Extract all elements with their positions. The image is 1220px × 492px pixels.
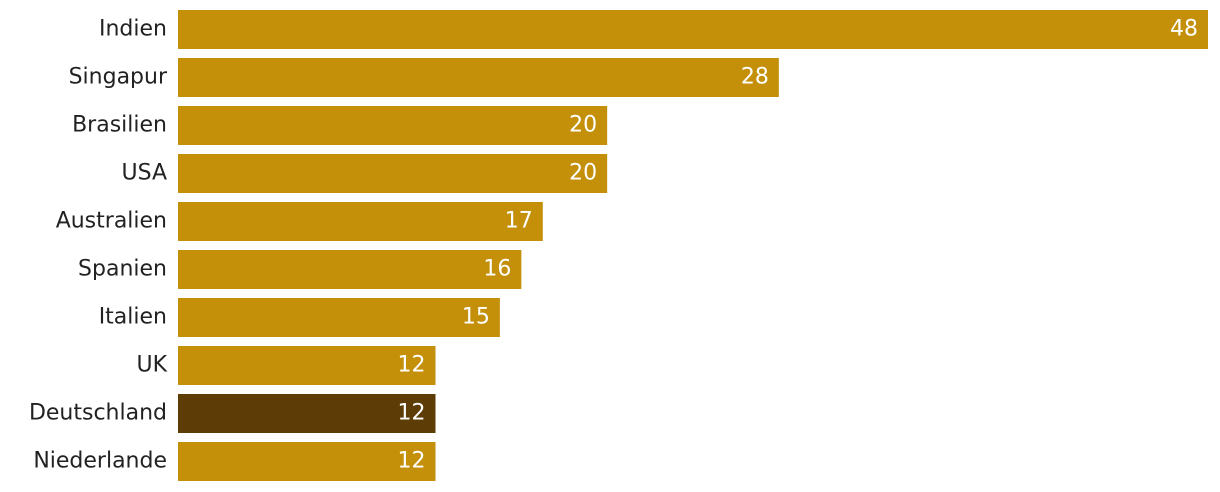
- value-label: 48: [1170, 17, 1198, 42]
- value-label: 12: [398, 449, 426, 474]
- bar: [178, 394, 436, 433]
- category-label: USA: [121, 161, 167, 186]
- value-label: 12: [398, 401, 426, 426]
- bar: [178, 298, 500, 337]
- bar: [178, 250, 522, 289]
- bar: [178, 106, 608, 145]
- value-label: 12: [398, 353, 426, 378]
- category-label: Niederlande: [33, 449, 167, 474]
- value-label: 17: [505, 209, 533, 234]
- bar: [178, 10, 1208, 49]
- category-label: UK: [136, 353, 167, 378]
- bar: [178, 58, 779, 97]
- bar: [178, 442, 436, 481]
- category-label: Brasilien: [72, 113, 167, 138]
- value-label: 20: [569, 113, 597, 138]
- bar: [178, 346, 436, 385]
- value-label: 28: [741, 65, 769, 90]
- category-label: Italien: [99, 305, 167, 330]
- bar: [178, 154, 608, 193]
- category-label: Spanien: [78, 257, 167, 282]
- bar: [178, 202, 543, 241]
- category-label: Singapur: [69, 65, 168, 90]
- value-label: 20: [569, 161, 597, 186]
- value-label: 16: [483, 257, 511, 282]
- category-label: Indien: [99, 17, 167, 42]
- category-label: Deutschland: [29, 401, 167, 426]
- value-label: 15: [462, 305, 490, 330]
- category-label: Australien: [56, 209, 167, 234]
